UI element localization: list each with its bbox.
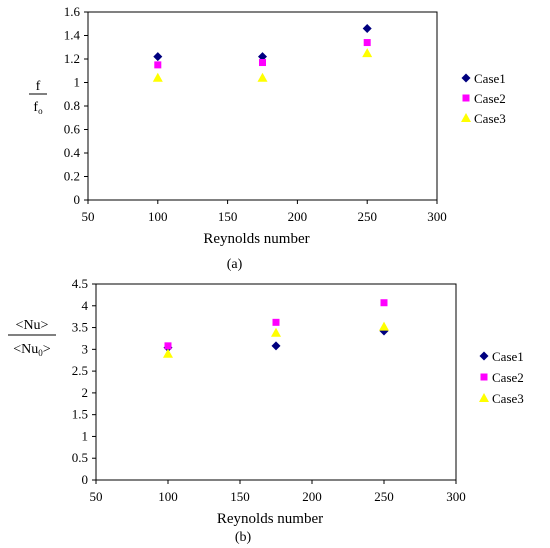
series-Case2 (154, 39, 371, 69)
data-point (154, 61, 162, 69)
y-tick-label: 0 (74, 192, 81, 207)
data-point (271, 327, 281, 337)
y-tick-label: 1.2 (64, 51, 80, 66)
y-axis-label-numerator: f (36, 79, 41, 94)
y-tick-label: 0.8 (64, 98, 80, 113)
legend-marker (480, 373, 488, 381)
y-tick-label: 0.4 (64, 145, 81, 160)
panel-label: (b) (235, 530, 252, 545)
legend: Case1 Case2 Case3 (479, 349, 524, 406)
y-tick-label: 1.4 (64, 28, 81, 43)
y-tick-label: 0.2 (64, 169, 80, 184)
legend-label: Case1 (474, 71, 506, 86)
x-tick-label: 100 (148, 209, 168, 224)
data-point (163, 348, 173, 358)
data-point (257, 72, 268, 82)
y-axis-label: f fo (29, 79, 47, 116)
data-point (164, 342, 172, 350)
data-point (379, 321, 389, 331)
data-point (380, 299, 388, 307)
y-tick-label: 1 (82, 428, 89, 443)
y-axis-label-denominator: <Nu0> (13, 342, 51, 358)
legend: Case1 Case2 Case3 (461, 71, 506, 126)
y-tick-label: 0.6 (64, 122, 81, 137)
x-axis-label: Reynolds number (203, 231, 309, 247)
legend-marker (479, 351, 489, 361)
x-tick-label: 300 (446, 489, 466, 504)
legend-label: Case2 (492, 370, 524, 385)
x-tick-label: 150 (218, 209, 238, 224)
legend-label: Case3 (492, 391, 524, 406)
y-tick-label: 3.5 (72, 320, 88, 335)
x-tick-label: 300 (427, 209, 447, 224)
data-point (272, 318, 280, 326)
y-tick-label: 0.5 (72, 450, 88, 465)
plot-frame (95, 283, 457, 481)
legend-label: Case2 (474, 91, 506, 106)
x-tick-label: 100 (158, 489, 178, 504)
y-tick-label: 1.6 (64, 4, 81, 19)
chart-panel-a: 0 0.2 0.4 0.6 0.8 1 1.2 1.4 1.6 50 100 150 200 250 300… (29, 4, 506, 272)
legend-label: Case1 (492, 349, 524, 364)
data-point (153, 52, 163, 62)
legend-marker (462, 94, 470, 102)
chart-panel-b: 0 0.5 1 1.5 2 2.5 3 3.5 4 4.5 50 100 150 200 250 300 Rey… (8, 276, 524, 545)
plot-frame (87, 11, 438, 201)
data-point (362, 23, 372, 33)
legend-marker (479, 393, 489, 402)
y-tick-label: 4 (82, 298, 89, 313)
data-point (259, 59, 266, 67)
data-point (258, 52, 267, 62)
x-tick-label: 150 (230, 489, 250, 504)
x-tick-label: 50 (82, 209, 95, 224)
y-axis-label: <Nu> <Nu0> (8, 318, 56, 358)
y-tick-label: 0 (82, 472, 89, 487)
series-Case3 (163, 321, 389, 358)
data-point (271, 341, 281, 351)
series-Case1 (153, 23, 372, 62)
series-Case3 (152, 48, 373, 82)
panel-label: (a) (227, 257, 243, 272)
y-tick-label: 3 (82, 341, 89, 356)
legend-marker (461, 113, 471, 122)
y-axis-label-denominator: fo (33, 100, 43, 116)
x-axis-label: Reynolds number (217, 511, 323, 527)
data-point (363, 39, 371, 47)
y-tick-label: 2 (82, 385, 89, 400)
y-tick-label: 1 (74, 75, 81, 90)
legend-label: Case3 (474, 111, 506, 126)
y-tick-label: 4.5 (72, 276, 88, 291)
data-point (362, 48, 373, 58)
x-tick-label: 250 (374, 489, 394, 504)
data-point (152, 72, 163, 82)
x-tick-label: 50 (90, 489, 103, 504)
x-tick-label: 250 (357, 209, 377, 224)
y-tick-label: 2.5 (72, 363, 88, 378)
series-Case2 (164, 299, 388, 350)
x-tick-label: 200 (288, 209, 308, 224)
y-tick-label: 1.5 (72, 407, 88, 422)
legend-marker (461, 73, 471, 83)
y-axis-label-numerator: <Nu> (16, 318, 49, 333)
x-tick-label: 200 (302, 489, 322, 504)
